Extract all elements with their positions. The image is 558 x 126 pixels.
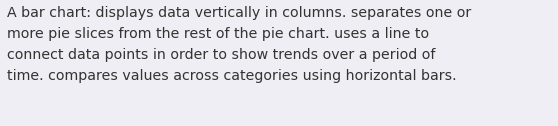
Text: A bar chart: displays data vertically in columns. separates one or
more pie slic: A bar chart: displays data vertically in… (7, 6, 471, 83)
